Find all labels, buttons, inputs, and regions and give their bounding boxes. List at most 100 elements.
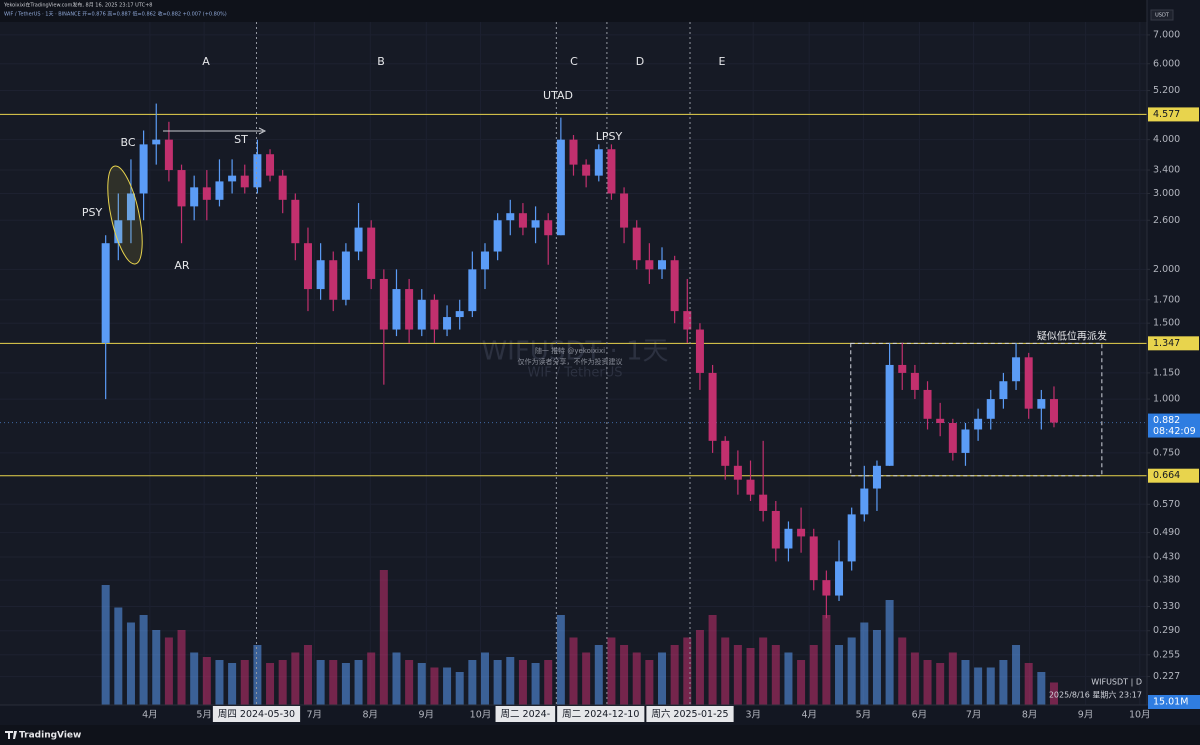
volume-bar	[240, 660, 249, 705]
psy-ellipse	[107, 165, 143, 265]
y-tick-label: 7.000	[1153, 29, 1180, 40]
candle-body	[1012, 357, 1021, 382]
x-tick-label: 8月	[1022, 710, 1038, 721]
volume-bar	[670, 645, 679, 705]
y-tick-label: 4.000	[1153, 134, 1180, 145]
marker-label: 周二 2024-12-10	[562, 709, 639, 720]
volume-bar	[607, 637, 616, 705]
marker-label-box	[557, 706, 645, 722]
volume-bar	[695, 630, 704, 705]
candle-body	[759, 494, 768, 511]
candle-body	[405, 289, 414, 330]
volume-bar	[164, 637, 173, 705]
volume-bar	[506, 657, 515, 705]
volume-bar	[809, 645, 818, 705]
x-tick-label: 5月	[856, 710, 872, 721]
volume-bar	[1012, 645, 1021, 705]
volume-bar	[645, 660, 654, 705]
volume-bar	[784, 652, 793, 705]
volume-bar	[569, 637, 578, 705]
candle-body	[594, 149, 603, 176]
candle-body	[885, 364, 894, 466]
y-tick-label: 0.227	[1153, 671, 1180, 682]
level-label: 4.577	[1153, 109, 1180, 120]
volume-bar	[379, 570, 388, 705]
watermark-note: 随一 推特 @yekoixixi	[535, 346, 605, 355]
x-tick-label: 10月	[470, 710, 492, 721]
candle-body	[190, 187, 199, 207]
volume-bar	[152, 630, 161, 705]
markers	[255, 22, 691, 705]
candle-body	[771, 510, 780, 549]
candle-body	[266, 154, 275, 176]
volume-bar	[721, 637, 730, 705]
volume-bar	[910, 652, 919, 705]
brand: TradingView	[19, 731, 81, 741]
candle-body	[430, 299, 439, 330]
y-tick-label: 0.570	[1153, 499, 1180, 510]
candle-body	[898, 364, 907, 373]
watermark-symbol: WIFUSDT · 1天	[481, 337, 668, 367]
candle-body	[822, 580, 831, 596]
candle-body	[1049, 399, 1058, 423]
level-label: 0.664	[1153, 470, 1180, 481]
candle-body	[999, 381, 1008, 400]
candle-body	[632, 227, 641, 261]
x-tick-label: 9月	[1078, 710, 1094, 721]
candle-body	[784, 528, 793, 549]
candle-body	[872, 465, 881, 489]
axes: 7.000 6.000 5.200 4.000 3.400 3.000 2.600 2.000…	[142, 29, 1200, 722]
volume-bar	[341, 663, 350, 705]
marker-label: 周二 2024-	[501, 709, 551, 720]
volume-bar	[771, 645, 780, 705]
currency-box	[1150, 9, 1174, 21]
volume-bar	[544, 660, 553, 705]
candle-body	[1024, 357, 1033, 409]
candle-body	[948, 422, 957, 453]
volume-bar	[1024, 663, 1033, 705]
y-tick-label: 1.700	[1153, 294, 1180, 305]
volume-bar	[797, 660, 806, 705]
y-tick-label: 0.290	[1153, 625, 1180, 636]
volume-bar	[455, 672, 464, 705]
candle-body	[291, 199, 300, 244]
range-box	[850, 342, 1103, 477]
volume-bar	[480, 652, 489, 705]
price-axis	[1147, 0, 1200, 705]
level-label-box	[1148, 107, 1199, 122]
candle-body	[392, 289, 401, 330]
volume-bar	[468, 660, 477, 705]
volume-bar	[354, 660, 363, 705]
candle-body	[202, 187, 211, 200]
candle-body	[910, 372, 919, 390]
volume-bar	[986, 667, 995, 705]
candle-body	[480, 251, 489, 270]
candle-body	[417, 299, 426, 330]
event-label: UTAD	[543, 89, 573, 102]
candle-body	[556, 139, 565, 236]
candle-body	[835, 561, 844, 596]
candle-body	[936, 418, 945, 423]
candle-body	[531, 220, 540, 228]
volume-bar	[822, 615, 831, 705]
candle-body	[695, 329, 704, 373]
volume-bar	[999, 660, 1008, 705]
volume-bar	[898, 637, 907, 705]
candle-body	[986, 399, 995, 419]
phase-label: E	[719, 55, 726, 68]
candle-body	[683, 311, 692, 330]
watermark-name: WIF / TetherUS	[528, 366, 623, 381]
marker-label: 周六 2025-01-25	[651, 708, 728, 720]
y-tick-label: 0.490	[1153, 527, 1180, 538]
candle-body	[228, 175, 237, 182]
candle-body	[670, 260, 679, 312]
candle-body	[974, 418, 983, 430]
candle-body	[240, 175, 249, 188]
volume-bar	[961, 660, 970, 705]
candle-body	[379, 278, 388, 330]
volume-bar	[683, 637, 692, 705]
volume-bar	[923, 660, 932, 705]
candle-body	[215, 181, 224, 200]
candle-body	[860, 488, 869, 515]
